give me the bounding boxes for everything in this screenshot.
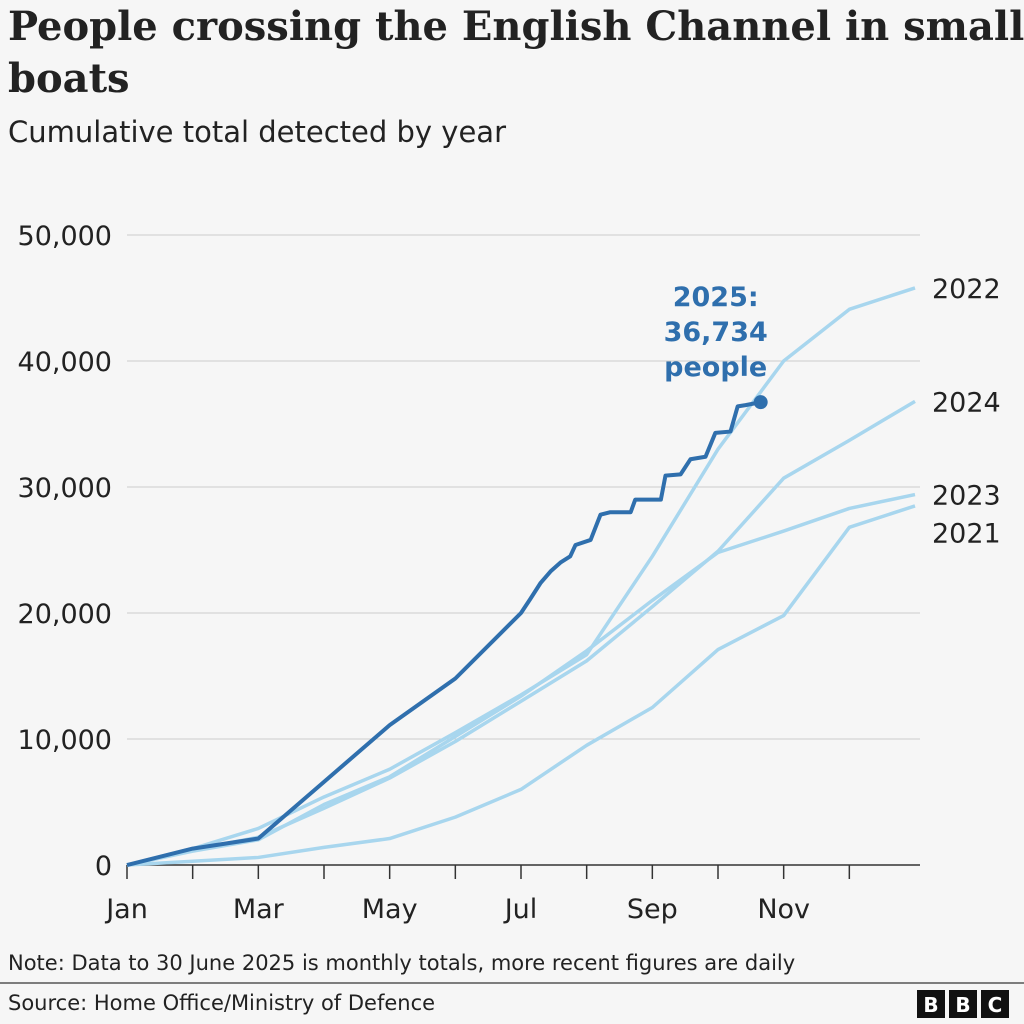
line: [126, 400, 762, 867]
chart-title: boats: [8, 55, 130, 102]
x-tick-label: Nov: [757, 894, 810, 925]
logo-box: [981, 990, 1009, 1018]
y-tick-label: 10,000: [18, 725, 112, 756]
y-tick-label: 50,000: [18, 221, 112, 252]
x-tick-label: May: [362, 894, 418, 925]
series-label: 2021: [932, 519, 1001, 550]
y-tick-label: 0: [95, 851, 112, 882]
logo-letter: B: [955, 993, 970, 1017]
line: [126, 504, 916, 867]
end-point: [753, 395, 768, 410]
chart-subtitle: Cumulative total detected by year: [8, 115, 506, 149]
x-tick-label: Sep: [627, 894, 678, 925]
logo: B B C: [917, 990, 1009, 1018]
logo-letter: C: [988, 993, 1003, 1017]
series-label: 2024: [932, 387, 1001, 418]
x-tick-label: Jan: [104, 894, 148, 925]
y-tick-label: 40,000: [18, 347, 112, 378]
note: Note: Data to 30 June 2025 is monthly to…: [8, 951, 795, 975]
annotation: 36,734: [664, 317, 768, 348]
y-tick-label: 30,000: [18, 473, 112, 504]
source: Source: Home Office/Ministry of Defence: [8, 991, 435, 1015]
logo-box: [917, 990, 945, 1018]
x-tick-label: Jul: [503, 894, 538, 925]
logo-box: [949, 990, 977, 1018]
annotation: 2025:: [673, 282, 759, 313]
y-tick-label: 20,000: [18, 599, 112, 630]
series-label: 2023: [932, 481, 1001, 512]
chart-title: People crossing the English Channel in s…: [8, 3, 1024, 50]
x-tick-label: Mar: [233, 894, 285, 925]
series-label: 2022: [932, 274, 1001, 305]
logo-letter: B: [923, 993, 938, 1017]
annotation: people: [664, 352, 767, 383]
